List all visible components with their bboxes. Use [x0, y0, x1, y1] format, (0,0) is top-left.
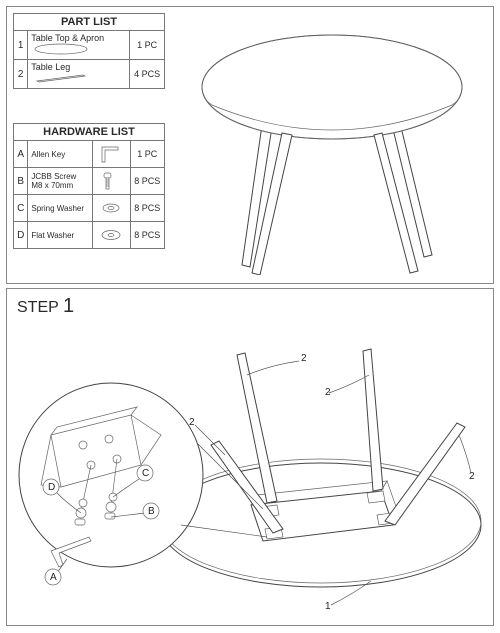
part-qty: 4 PCS [130, 60, 165, 89]
callout-b: B [148, 506, 155, 517]
spring-washer-icon [93, 195, 130, 222]
callout-leg: 2 [325, 387, 331, 398]
hw-qty: 8 PCS [130, 195, 164, 222]
hardware-list-title: HARDWARE LIST [14, 124, 165, 141]
hw-name: Spring Washer [28, 195, 93, 222]
callout-a: A [50, 572, 57, 583]
part-name-cell: Table Top & Apron [28, 31, 130, 60]
table-row: A Allen Key 1 PC [14, 141, 165, 168]
part-list-title: PART LIST [14, 14, 165, 31]
callout-leg: 2 [189, 417, 195, 428]
callout-c: C [142, 468, 149, 479]
hw-qty: 8 PCS [130, 168, 164, 195]
step1-illustration [11, 315, 491, 625]
callout-d: D [48, 482, 55, 493]
panel-parts-and-hero: PART LIST 1 Table Top & Apron 1 PC 2 Tab… [6, 6, 494, 284]
hw-name: JCBB Screw M8 x 70mm [28, 168, 93, 195]
callout-top: 1 [325, 601, 331, 612]
hw-qty: 8 PCS [130, 222, 164, 249]
screw-icon [93, 168, 130, 195]
hardware-list-table: HARDWARE LIST A Allen Key 1 PC B JCBB Sc… [13, 123, 165, 249]
hw-index: D [14, 222, 28, 249]
table-row: D Flat Washer 8 PCS [14, 222, 165, 249]
hw-index: A [14, 141, 28, 168]
part-qty: 1 PC [130, 31, 165, 60]
step-word: STEP [17, 299, 59, 316]
table-row: 2 Table Leg 4 PCS [14, 60, 165, 89]
part-list-table: PART LIST 1 Table Top & Apron 1 PC 2 Tab… [13, 13, 165, 89]
callout-leg: 2 [301, 353, 307, 364]
hw-qty: 1 PC [130, 141, 164, 168]
panel-step-1: STEP 1 [6, 288, 494, 626]
flat-washer-icon [93, 222, 130, 249]
hw-index: C [14, 195, 28, 222]
callout-leg: 2 [469, 471, 475, 482]
allen-key-icon [93, 141, 130, 168]
hw-name: Flat Washer [28, 222, 93, 249]
step-number: 1 [63, 295, 74, 317]
hw-name: Allen Key [28, 141, 93, 168]
table-row: B JCBB Screw M8 x 70mm 8 PCS [14, 168, 165, 195]
tabletop-icon [31, 43, 91, 55]
assembled-table-illustration [182, 15, 482, 275]
table-row: C Spring Washer 8 PCS [14, 195, 165, 222]
leg-icon [31, 72, 91, 84]
hw-index: B [14, 168, 28, 195]
part-name-cell: Table Leg [28, 60, 130, 89]
table-row: 1 Table Top & Apron 1 PC [14, 31, 165, 60]
part-name: Table Leg [31, 62, 70, 72]
part-index: 2 [14, 60, 28, 89]
part-name: Table Top & Apron [31, 33, 104, 43]
part-index: 1 [14, 31, 28, 60]
